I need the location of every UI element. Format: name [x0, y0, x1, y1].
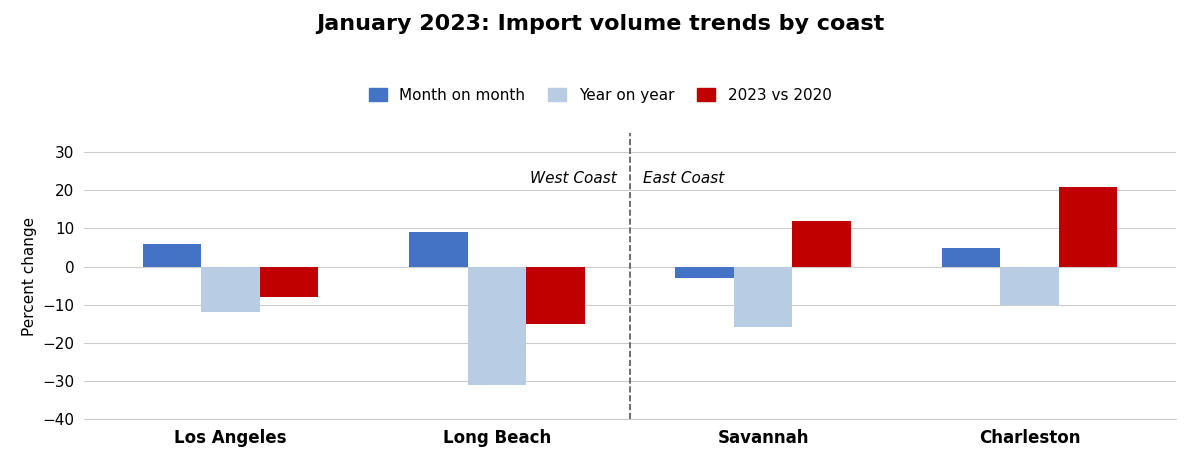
Y-axis label: Percent change: Percent change: [22, 217, 36, 336]
Bar: [734, 267, 792, 327]
Bar: [143, 244, 202, 267]
Bar: [942, 248, 1001, 267]
Text: January 2023: Import volume trends by coast: January 2023: Import volume trends by co…: [316, 14, 884, 34]
Bar: [468, 267, 526, 385]
Bar: [1058, 187, 1117, 267]
Bar: [409, 232, 468, 267]
Legend: Month on month, Year on year, 2023 vs 2020: Month on month, Year on year, 2023 vs 20…: [362, 81, 838, 109]
Text: East Coast: East Coast: [643, 171, 725, 187]
Bar: [202, 267, 259, 312]
Bar: [676, 267, 734, 278]
Bar: [792, 221, 851, 267]
Text: West Coast: West Coast: [530, 171, 617, 187]
Bar: [526, 267, 584, 324]
Bar: [1001, 267, 1058, 305]
Bar: [259, 267, 318, 297]
